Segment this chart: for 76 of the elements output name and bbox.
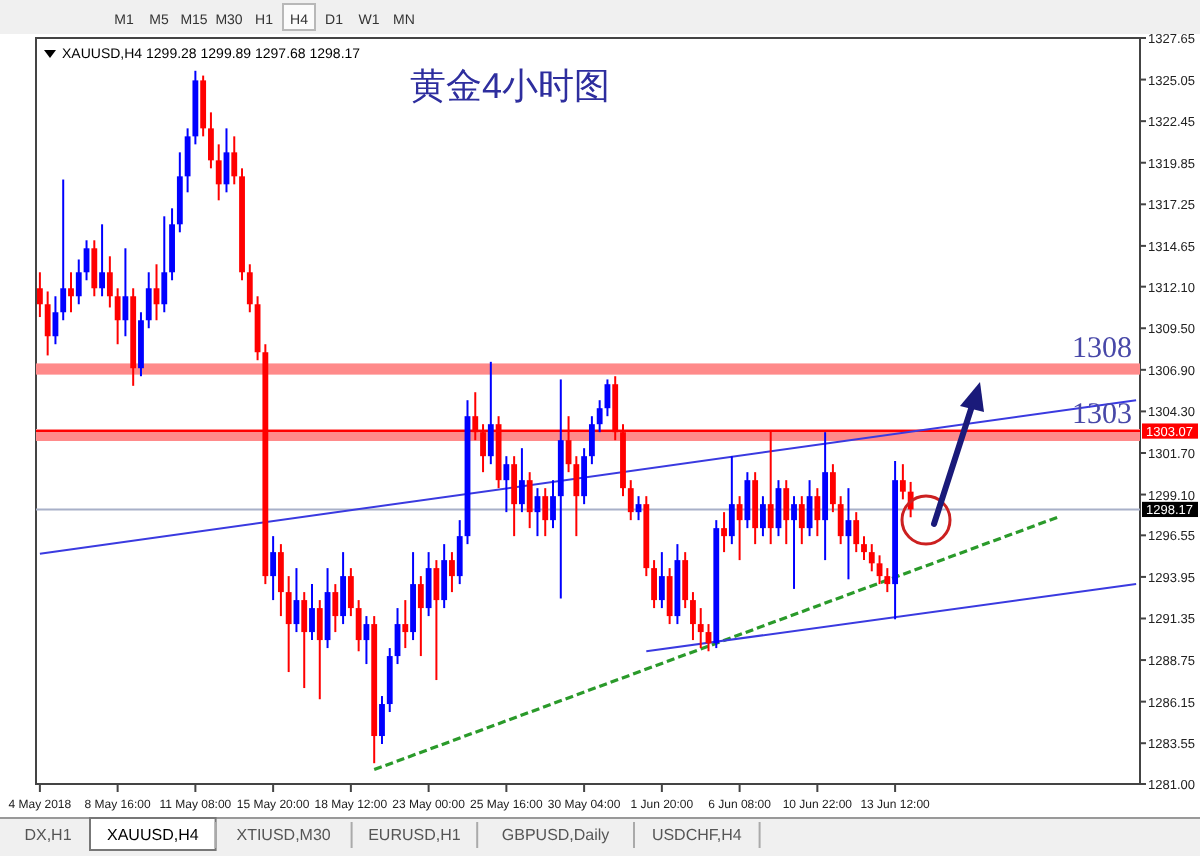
candlestick (728, 455, 735, 546)
candlestick (783, 479, 790, 546)
candlestick (682, 551, 689, 610)
candlestick (721, 511, 727, 554)
candlestick (316, 599, 323, 701)
candlestick (386, 647, 393, 714)
candlestick (106, 255, 113, 309)
candlestick (138, 311, 144, 378)
candlestick (176, 151, 183, 234)
candlestick (277, 543, 284, 618)
candlestick (91, 239, 98, 298)
band-label: 1303 (1072, 398, 1132, 431)
candlestick (60, 178, 67, 322)
candlestick (744, 471, 751, 530)
candlestick (861, 535, 867, 562)
candlestick (798, 495, 805, 546)
candlestick (417, 575, 424, 658)
candlestick (658, 551, 665, 610)
candlestick (285, 575, 292, 674)
candlestick (697, 607, 704, 650)
candlestick (75, 258, 82, 306)
candlestick (379, 695, 385, 746)
candlestick (340, 551, 347, 626)
candlestick (627, 479, 634, 522)
candlestick (791, 495, 797, 590)
candlestick (68, 271, 74, 314)
candlestick (355, 599, 362, 653)
candlestick (690, 591, 696, 642)
candlestick (246, 263, 253, 314)
candlestick (441, 543, 448, 610)
candlestick (200, 74, 207, 138)
candlestick (814, 487, 821, 538)
text: 黄金4小时图 (409, 66, 611, 106)
candlestick (550, 479, 556, 530)
candlestick (215, 143, 222, 202)
tabs: DX,H1 XAUUSD,H4 XTIUSD,M30 EURUSD,H1 GBPUSD,Daily USDCHF,H4 (24, 817, 761, 851)
candlestick (503, 455, 510, 514)
candlestick (122, 247, 129, 338)
candlestick (666, 567, 673, 626)
candlestick (402, 599, 409, 650)
candlestick (868, 543, 875, 573)
candlestick (309, 583, 315, 642)
band-label: 1308 (1072, 333, 1132, 366)
candlestick (837, 495, 844, 546)
candlestick (449, 551, 455, 594)
candlestick (736, 495, 743, 562)
candlestick (114, 287, 121, 346)
candlestick (853, 511, 860, 554)
candlestick (425, 551, 432, 618)
candlestick (347, 567, 354, 618)
candlestick (145, 271, 152, 330)
candlestick (36, 271, 43, 319)
candlestick (519, 447, 525, 514)
candlestick (44, 290, 51, 357)
candlestick (651, 559, 657, 610)
candlestick (542, 487, 549, 538)
candlestick (433, 559, 440, 682)
candlestick (99, 223, 105, 298)
candlestick (511, 455, 518, 538)
candlestick (487, 360, 494, 466)
candlestick (270, 535, 277, 602)
candlestick (526, 471, 533, 530)
candlestick (410, 551, 416, 642)
candlestick (760, 495, 766, 538)
candlestick (208, 111, 214, 170)
candlestick (899, 463, 906, 501)
candlestick (829, 463, 836, 514)
candlestick (332, 583, 339, 634)
candlestick (169, 207, 175, 282)
candlestick (161, 215, 168, 314)
candlestick (588, 415, 595, 466)
candlestick (822, 431, 829, 562)
candlestick (752, 471, 759, 546)
candlestick (581, 447, 588, 506)
candlestick (231, 135, 238, 186)
candlestick (301, 591, 308, 690)
